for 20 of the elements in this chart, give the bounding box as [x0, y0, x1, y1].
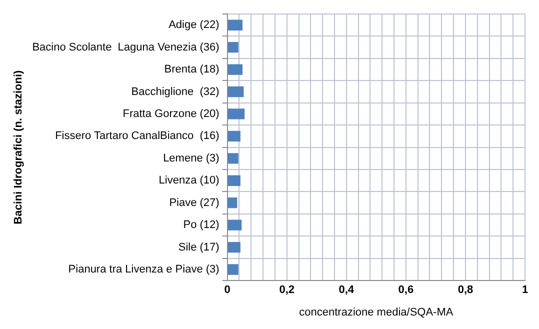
y-tick-label: Livenza (10)	[158, 174, 220, 187]
x-tick-label: 0,4	[338, 284, 355, 296]
x-tick-label: 1	[522, 284, 528, 296]
x-tick-label: 0,2	[279, 284, 295, 296]
y-tick-label: Lemene (3)	[163, 152, 220, 164]
y-tick-label: Brenta (18)	[164, 64, 220, 76]
x-tick-label: 0,8	[458, 284, 474, 296]
y-tick-label: Piave (27)	[169, 196, 220, 209]
y-tick-label: Fratta Gorzone (20)	[122, 108, 220, 120]
y-tick-label: Pianura tra Livenza e Piave (3)	[68, 264, 220, 276]
x-tick-label: 0,6	[398, 284, 414, 296]
y-tick-label: Bacino Scolante Laguna Venezia (36)	[32, 41, 220, 54]
x-tick-label: 0	[224, 284, 230, 296]
y-tick-label: Sile (17)	[178, 241, 220, 254]
y-tick-label: Po (12)	[183, 219, 220, 232]
y-tick-label: Adige (22)	[168, 19, 220, 32]
x-axis-title: concentrazione media/SQA-MA	[299, 306, 454, 318]
y-tick-label: Bacchiglione (32)	[131, 86, 220, 98]
y-axis-title: Bacini Idrografici (n. stazioni)	[12, 70, 25, 224]
y-tick-label: Fissero Tartaro CanalBianco (16)	[55, 130, 220, 142]
